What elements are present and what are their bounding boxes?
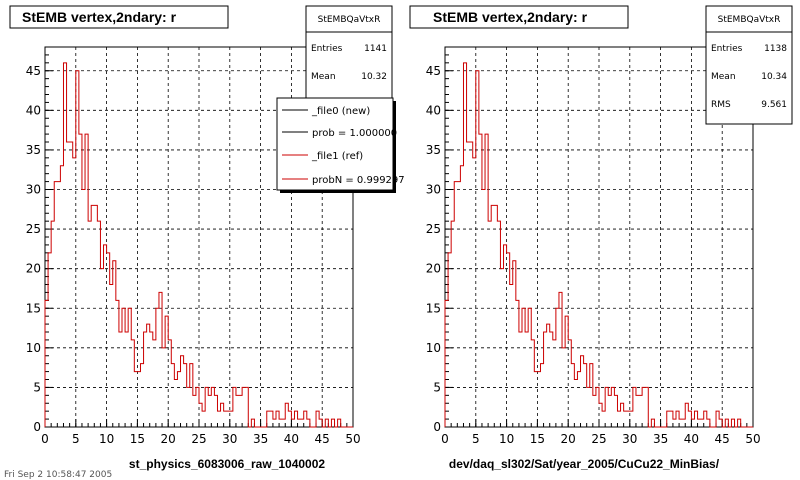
legend-entry-probn: probN = 0.999297 xyxy=(312,175,405,186)
y-tick-label: 5 xyxy=(433,380,441,394)
legend-entry-ref: _file1 (ref) xyxy=(311,151,363,162)
right-stats-rms-value: 9.561 xyxy=(761,100,787,110)
y-tick-label: 25 xyxy=(26,222,41,236)
y-tick-label: 30 xyxy=(426,183,441,197)
left-y-axis: 0 5 10 15 20 25 30 35 40 45 xyxy=(26,46,53,434)
left-stats-mean-label: Mean xyxy=(311,72,336,82)
left-stats-entries-value: 1141 xyxy=(364,44,387,54)
left-stats-entries-label: Entries xyxy=(311,44,343,54)
x-tick-label: 35 xyxy=(253,432,268,446)
y-tick-label: 0 xyxy=(433,420,441,434)
y-tick-label: 20 xyxy=(26,262,41,276)
y-tick-label: 10 xyxy=(26,341,41,355)
x-tick-label: 20 xyxy=(161,432,176,446)
right-plot-frame xyxy=(444,46,754,428)
right-stats-name: StEMBQaVtxR xyxy=(718,15,781,25)
x-tick-label: 50 xyxy=(345,432,360,446)
x-tick-label: 15 xyxy=(130,432,145,446)
right-histogram-series xyxy=(444,62,753,428)
right-y-axis: 0 5 10 15 20 25 30 35 40 45 xyxy=(426,46,453,434)
x-tick-label: 5 xyxy=(72,432,80,446)
y-tick-label: 30 xyxy=(26,183,41,197)
y-tick-label: 40 xyxy=(426,103,441,117)
x-tick-label: 25 xyxy=(191,432,206,446)
right-stats-mean-label: Mean xyxy=(711,72,736,82)
y-tick-label: 25 xyxy=(426,222,441,236)
x-tick-label: 45 xyxy=(315,432,330,446)
right-stats-rms-label: RMS xyxy=(711,100,731,110)
right-chart-title: StEMB vertex,2ndary: r xyxy=(433,9,588,25)
y-tick-label: 0 xyxy=(33,420,41,434)
x-tick-label: 25 xyxy=(591,432,606,446)
x-tick-label: 10 xyxy=(99,432,114,446)
x-tick-label: 0 xyxy=(441,432,449,446)
left-stats-mean-value: 10.32 xyxy=(361,72,387,82)
x-tick-label: 15 xyxy=(530,432,545,446)
right-title-box xyxy=(409,5,629,29)
left-x-axis: 0 5 10 15 20 25 30 35 40 45 50 xyxy=(41,419,361,446)
y-tick-label: 10 xyxy=(426,341,441,355)
legend-entry-prob: prob = 1.000000 xyxy=(312,128,397,139)
left-x-axis-label: st_physics_6083006_raw_1040002 xyxy=(129,457,325,471)
left-title-box xyxy=(9,5,229,29)
y-tick-label: 15 xyxy=(26,301,41,315)
y-tick-label: 45 xyxy=(426,64,441,78)
left-legend: _file0 (new) prob = 1.000000 _file1 (ref… xyxy=(276,97,405,193)
y-tick-label: 15 xyxy=(426,301,441,315)
x-tick-label: 5 xyxy=(472,432,480,446)
right-stats-mean-value: 10.34 xyxy=(761,72,787,82)
x-tick-label: 20 xyxy=(561,432,576,446)
y-tick-label: 45 xyxy=(26,64,41,78)
legend-entry-new: _file0 (new) xyxy=(311,106,370,117)
right-stats-box xyxy=(705,5,793,125)
left-panel: StEMB vertex,2ndary: r 0 5 10 15 20 25 30 35 40 4… xyxy=(9,5,405,471)
x-tick-label: 40 xyxy=(284,432,299,446)
right-stats-entries-label: Entries xyxy=(711,44,743,54)
left-histogram-series xyxy=(44,62,353,428)
x-tick-label: 45 xyxy=(715,432,730,446)
left-stats-name: StEMBQaVtxR xyxy=(318,15,381,25)
x-tick-label: 0 xyxy=(41,432,49,446)
right-stats-entries-value: 1138 xyxy=(764,44,787,54)
left-chart-title: StEMB vertex,2ndary: r xyxy=(22,9,177,25)
right-x-axis-label: dev/daq_sl302/Sat/year_2005/CuCu22_MinBi… xyxy=(449,457,720,471)
right-panel: StEMB vertex,2ndary: r 0 5 10 15 20 25 30 35 40 4… xyxy=(409,5,793,471)
x-tick-label: 50 xyxy=(745,432,760,446)
y-tick-label: 35 xyxy=(26,143,41,157)
x-tick-label: 35 xyxy=(653,432,668,446)
x-tick-label: 30 xyxy=(622,432,637,446)
footer-timestamp: Fri Sep 2 10:58:47 2005 xyxy=(4,470,112,480)
x-tick-label: 30 xyxy=(222,432,237,446)
y-tick-label: 20 xyxy=(426,262,441,276)
y-tick-label: 5 xyxy=(33,380,41,394)
y-tick-label: 35 xyxy=(426,143,441,157)
y-tick-label: 40 xyxy=(26,103,41,117)
right-x-axis: 0 5 10 15 20 25 30 35 40 45 50 xyxy=(441,419,761,446)
x-tick-label: 10 xyxy=(499,432,514,446)
x-tick-label: 40 xyxy=(684,432,699,446)
